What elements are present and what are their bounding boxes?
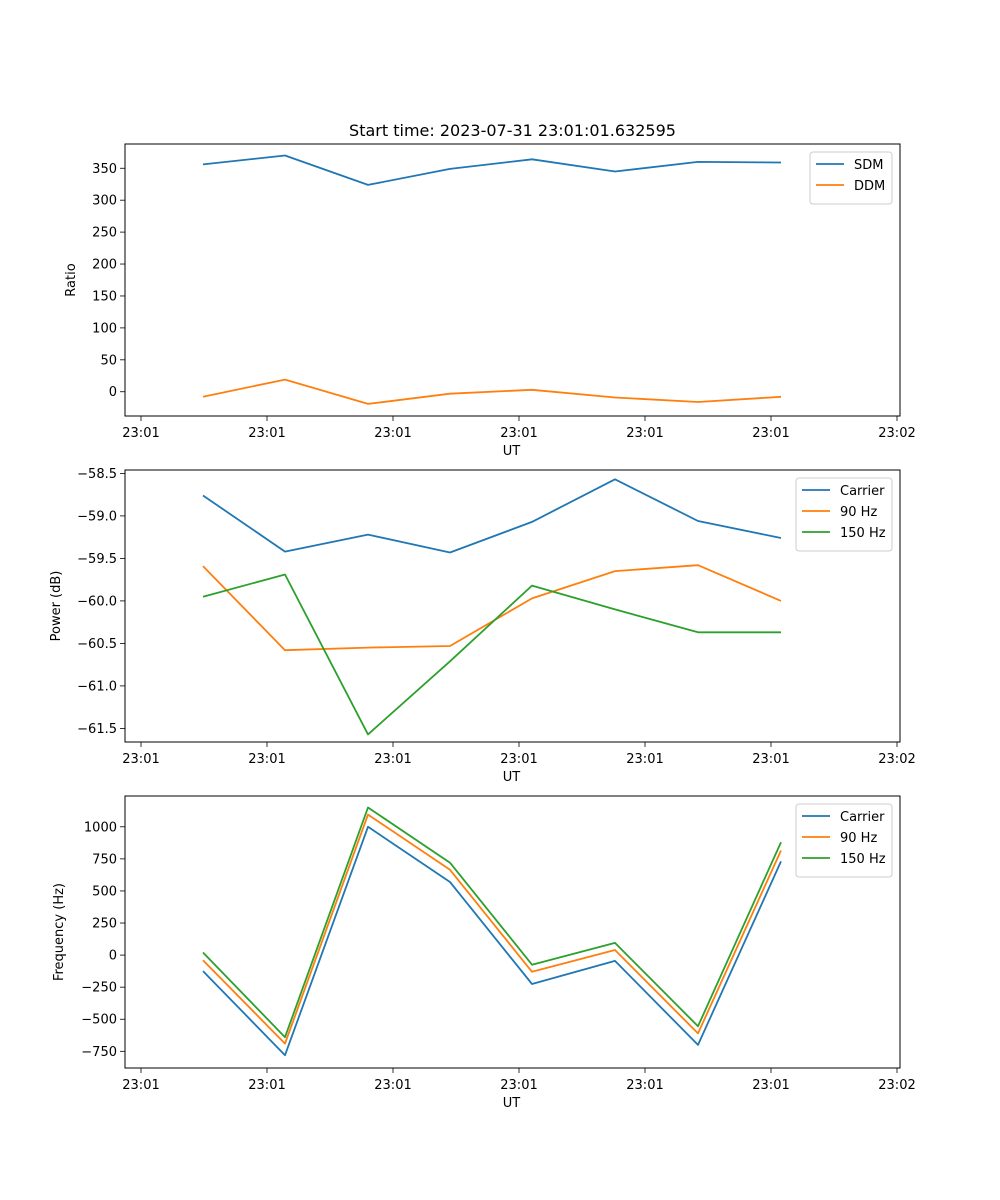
y-axis-label: Power (dB) [49, 571, 64, 642]
y-tick-label: −60.0 [77, 594, 117, 609]
y-axis-label: Frequency (Hz) [52, 883, 67, 981]
y-tick-label: −500 [81, 1013, 117, 1028]
y-tick-label: −61.0 [77, 679, 117, 694]
x-tick-label: 23:01 [374, 752, 411, 767]
x-tick-label: 23:01 [500, 426, 537, 441]
y-tick-label: 50 [100, 353, 117, 368]
x-tick-label: 23:01 [374, 1078, 411, 1093]
plot-frame [124, 143, 901, 417]
x-tick-label: 23:01 [752, 752, 789, 767]
y-tick-label: 0 [109, 949, 117, 964]
y-tick-label: −59.5 [77, 552, 117, 567]
legend-box [809, 151, 893, 205]
subplot-3: −750 −500 −250 0 250 500 750 1000 23:01 23:01 23:0… [52, 795, 916, 1111]
y-axis-label: Ratio [64, 263, 79, 296]
series-line-90-hz [202, 813, 782, 1045]
legend-label: SDM [854, 158, 883, 173]
y-tick-label: 0 [109, 385, 117, 400]
x-tick-label: 23:01 [374, 426, 411, 441]
y-tick-label: −59.0 [77, 509, 117, 524]
series-line-sdm [202, 154, 782, 186]
y-tick-label: −250 [81, 981, 117, 996]
x-tick-label: 23:02 [878, 426, 915, 441]
x-tick-label: 23:02 [878, 1078, 915, 1093]
legend-label: Carrier [840, 810, 885, 825]
legend-label: 90 Hz [840, 831, 877, 846]
x-tick-label: 23:01 [500, 1078, 537, 1093]
x-axis-label: UT [503, 1096, 521, 1111]
y-tick-label: −60.5 [77, 637, 117, 652]
x-tick-label: 23:01 [752, 426, 789, 441]
subplot-1: Start time: 2023-07-31 23:01:01.632595 0 5… [64, 121, 916, 459]
legend: Carrier 90 Hz 150 Hz [795, 477, 893, 552]
x-axis-label: UT [503, 444, 521, 459]
series-line-carrier [202, 478, 782, 554]
x-tick-label: 23:01 [248, 752, 285, 767]
x-tick-label: 23:01 [752, 1078, 789, 1093]
legend-label: 150 Hz [840, 852, 886, 867]
y-tick-label: 200 [92, 258, 117, 273]
series-line-150-hz [202, 573, 781, 736]
plot-frame [124, 469, 901, 743]
y-tick-label: 350 [92, 162, 117, 177]
legend: SDM DDM [809, 151, 893, 205]
series-line-90-hz [202, 564, 782, 652]
x-tick-label: 23:02 [878, 752, 915, 767]
y-tick-label: −58.5 [77, 467, 117, 482]
x-axis-label: UT [503, 770, 521, 785]
x-tick-label: 23:01 [626, 426, 663, 441]
y-tick-label: −750 [81, 1045, 117, 1060]
subplot-2: −61.5 −61.0 −60.5 −60.0 −59.5 −59.0 −58.5 23:01… [49, 467, 916, 785]
y-tick-label: 300 [92, 194, 117, 209]
series-line-ddm [202, 378, 782, 405]
y-tick-label: 250 [92, 226, 117, 241]
chart-title: Start time: 2023-07-31 23:01:01.632595 [349, 121, 676, 140]
x-tick-label: 23:01 [248, 1078, 285, 1093]
legend-label: 90 Hz [840, 505, 877, 520]
y-tick-label: 150 [92, 289, 117, 304]
series-line-carrier [202, 825, 782, 1057]
legend-label: Carrier [840, 484, 885, 499]
legend-label: 150 Hz [840, 526, 886, 541]
y-tick-label: 250 [92, 917, 117, 932]
x-tick-label: 23:01 [248, 426, 285, 441]
y-tick-label: 750 [92, 852, 117, 867]
y-tick-label: 500 [92, 884, 117, 899]
x-tick-label: 23:01 [122, 1078, 159, 1093]
x-tick-label: 23:01 [626, 1078, 663, 1093]
series-line-150-hz [202, 806, 782, 1039]
x-tick-label: 23:01 [500, 752, 537, 767]
x-tick-label: 23:01 [626, 752, 663, 767]
x-tick-label: 23:01 [122, 426, 159, 441]
x-tick-label: 23:01 [122, 752, 159, 767]
y-tick-label: −61.5 [77, 722, 117, 737]
plot-frame [124, 795, 901, 1069]
y-tick-label: 100 [92, 321, 117, 336]
y-tick-label: 1000 [84, 820, 117, 835]
legend-label: DDM [854, 179, 885, 194]
legend: Carrier 90 Hz 150 Hz [795, 803, 893, 878]
